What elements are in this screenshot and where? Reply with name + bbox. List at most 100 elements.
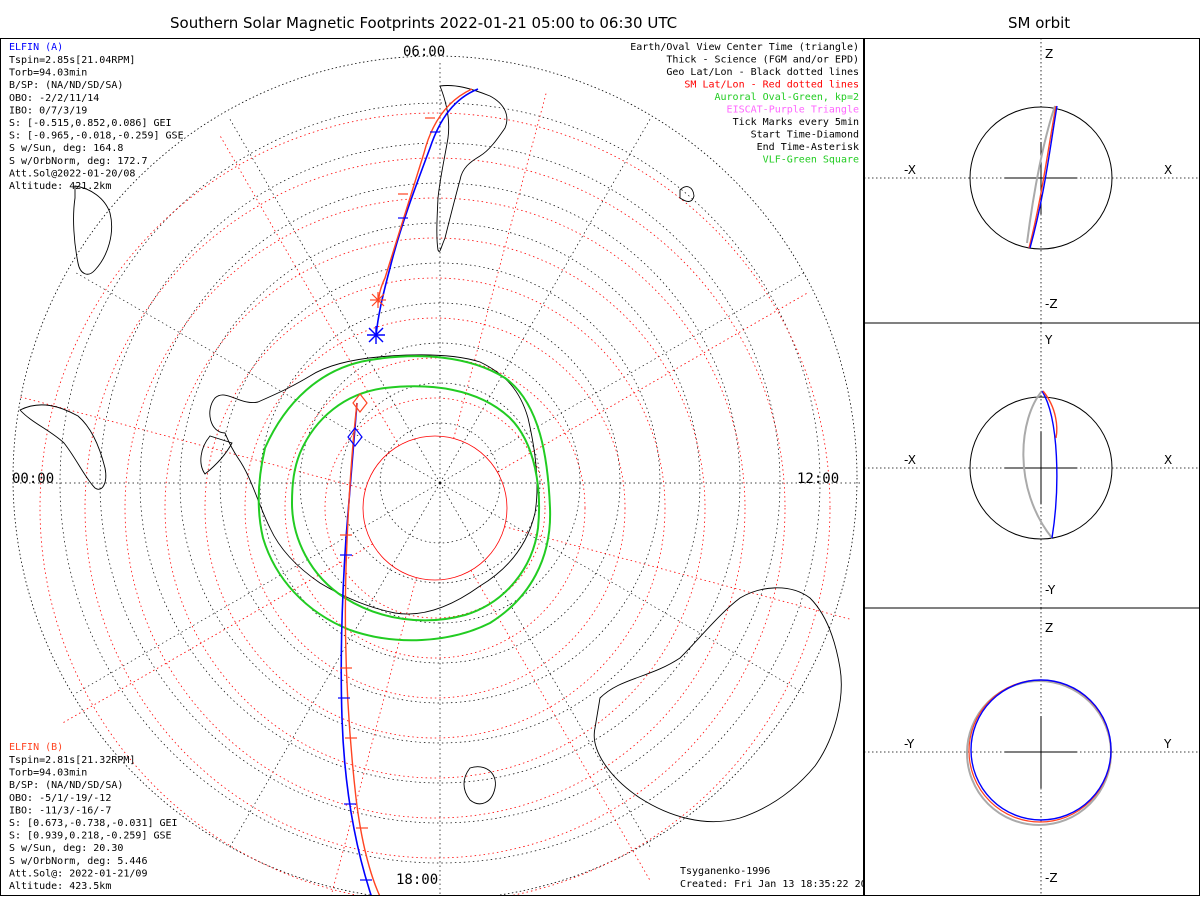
orbit-xz-z-label: Z — [1045, 47, 1053, 61]
elfin-b-lines-line: Torb=94.03min — [9, 768, 87, 779]
elfin-a-lines-line: S w/Sun, deg: 164.8 — [9, 143, 123, 154]
orbit-yz-y-label: Y — [1163, 737, 1172, 751]
elfin-b-lines-line: S: [0.673,-0.738,-0.031] GEI — [9, 818, 178, 829]
sm-longitude-line — [453, 92, 547, 439]
elfin-b-lines-line: B/SP: (NA/ND/SD/SA) — [9, 780, 123, 791]
legend-item: End Time-Asterisk — [757, 142, 859, 153]
elfin-b-lines-line: Altitude: 423.5km — [9, 881, 111, 892]
orbit-yz-negz-label: -Z — [1045, 871, 1058, 885]
footer-created: Created: Fri Jan 13 18:35:22 2023 — [680, 879, 864, 890]
sm-longitude-line — [19, 396, 366, 490]
sm-longitude-line — [497, 292, 808, 473]
geo-latitude-circle — [179, 222, 701, 744]
orbit-panel-xy: Y -Y -X X — [864, 323, 1200, 608]
elfin-b-start-diamond — [352, 393, 368, 413]
antarctic-peninsula-outline — [200, 435, 233, 475]
geo-latitude-circle — [59, 102, 821, 864]
time-label-bottom: 18:00 — [396, 872, 438, 888]
orbit-xy-y-label: Y — [1044, 333, 1053, 347]
sm-latitude-circle — [204, 277, 666, 739]
elfin-b-track — [377, 88, 473, 304]
polar-map: ELFIN (A) Tspin=2.85s[21.04RPM] Torb=94.0… — [0, 38, 864, 896]
orbit-xy-negx-label: -X — [904, 453, 916, 467]
elfin-a-track — [375, 88, 479, 337]
geo-latitude-circle — [219, 262, 661, 704]
legend-item: EISCAT-Purple Triangle — [727, 105, 859, 116]
legend-item: Start Time-Diamond — [751, 130, 859, 141]
sm-longitude-line — [219, 135, 400, 446]
elfin-a-start-diamond — [347, 427, 363, 447]
sm-latitude-circle — [324, 397, 546, 619]
elfin-b-end-asterisk — [370, 292, 386, 308]
sm-latitude-circle — [164, 237, 706, 779]
map-frame — [0, 38, 864, 896]
sm-latitude-circle — [39, 112, 831, 895]
elfin-b-lines-line: S w/Sun, deg: 20.30 — [9, 843, 123, 854]
orbit-xy-negy-label: -Y — [1045, 583, 1056, 597]
time-label-left: 00:00 — [12, 471, 54, 487]
sm-longitude-line — [62, 543, 373, 724]
auroral-oval-outer — [257, 355, 552, 642]
sm-latitude-circle — [84, 157, 786, 859]
sm-longitude-line — [504, 526, 851, 620]
orbit-xz-negx-label: -X — [904, 163, 916, 177]
legend: Earth/Oval View Center Time (triangle) Th… — [630, 42, 859, 166]
sm-longitude-line — [470, 570, 651, 881]
sm-latitude-circle — [284, 357, 586, 659]
elfin-a-lines-line: Att.Sol@2022-01-20/08 — [9, 168, 135, 179]
elfin-a-info: Tspin=2.85s[21.04RPM] Torb=94.03minB/SP: … — [9, 55, 184, 192]
elfin-b-lines-line: IBO: -11/3/-16/-7 — [9, 805, 111, 816]
orbit-yz-z-label: Z — [1045, 621, 1053, 635]
orbit-panel-xz: Z -Z -X X — [864, 38, 1200, 323]
elfin-b-lines-line: Att.Sol@: 2022-01-21/09 — [9, 868, 147, 879]
legend-item: Tick Marks every 5min — [733, 117, 859, 128]
elfin-b-lines-line: S w/OrbNorm, deg: 5.446 — [9, 856, 147, 867]
elfin-a-lines-line: Torb=94.03min — [9, 68, 87, 79]
elfin-a-lines-line: IBO: 0/7/3/19 — [9, 105, 87, 116]
africa-outline — [593, 587, 842, 823]
chart-title: Southern Solar Magnetic Footprints 2022-… — [170, 14, 678, 32]
orbit-panel-yz: Z -Z -Y Y — [864, 608, 1200, 896]
elfin-a-lines-line: S: [-0.965,-0.018,-0.259] GSE — [9, 131, 184, 142]
elfin-b-lines-line: OBO: -5/1/-19/-12 — [9, 793, 111, 804]
elfin-a-label: ELFIN (A) — [9, 42, 63, 53]
time-label-right: 12:00 — [797, 471, 839, 487]
elfin-a-lines-line: B/SP: (NA/ND/SD/SA) — [9, 80, 123, 91]
sm-orbit-title: SM orbit — [1008, 14, 1071, 32]
orbit-xz-negz-label: -Z — [1045, 297, 1058, 311]
legend-item: Auroral Oval-Green, kp=2 — [715, 92, 860, 103]
map-outer-ring — [12, 55, 858, 895]
elfin-a-lines-line: Altitude: 421.2km — [9, 181, 111, 192]
elfin-b-track-south — [344, 402, 381, 895]
elfin-a-lines-line: Tspin=2.85s[21.04RPM] — [9, 55, 135, 66]
elfin-a-lines-line: S w/OrbNorm, deg: 172.7 — [9, 156, 147, 167]
legend-item: SM Lat/Lon - Red dotted lines — [684, 80, 859, 91]
time-label-top: 06:00 — [403, 44, 445, 60]
legend-item: Thick - Science (FGM and/or EPD) — [666, 55, 859, 66]
legend-item: VLF-Green Square — [763, 155, 859, 166]
legend-item: Earth/Oval View Center Time (triangle) — [630, 42, 859, 53]
new-zealand-outline — [679, 186, 695, 202]
orbit-xy-x-label: X — [1164, 453, 1172, 467]
australia-outline — [436, 85, 508, 252]
footer-author: Tsyganenko-1996 — [680, 866, 770, 877]
south-america-outline — [19, 404, 107, 490]
sm-longitude-line — [330, 577, 417, 895]
madagascar-outline — [463, 766, 496, 805]
sm-pole-circle — [362, 435, 508, 581]
elfin-a-ticks — [338, 131, 440, 881]
orbit-yz-negy-label: -Y — [904, 737, 915, 751]
auroral-oval-inner — [290, 385, 541, 622]
elfin-b-lines-line: Tspin=2.81s[21.32RPM] — [9, 755, 135, 766]
elfin-a-lines-line: S: [-0.515,0.852,0.086] GEI — [9, 118, 172, 129]
elfin-b-lines-line: S: [0.939,0.218,-0.259] GSE — [9, 831, 172, 842]
sm-latitude-circle — [124, 197, 746, 819]
geo-latitude-circle — [99, 142, 781, 824]
elfin-b-label: ELFIN (B) — [9, 742, 63, 753]
elfin-b-info: Tspin=2.81s[21.32RPM] Torb=94.03minB/SP: … — [9, 755, 178, 892]
orbit-xz-x-label: X — [1164, 163, 1172, 177]
elfin-a-end-asterisk — [367, 326, 385, 344]
sm-grid — [19, 92, 851, 895]
elfin-a-lines-line: OBO: -2/2/11/14 — [9, 93, 99, 104]
elfin-b-ticks — [340, 117, 435, 829]
